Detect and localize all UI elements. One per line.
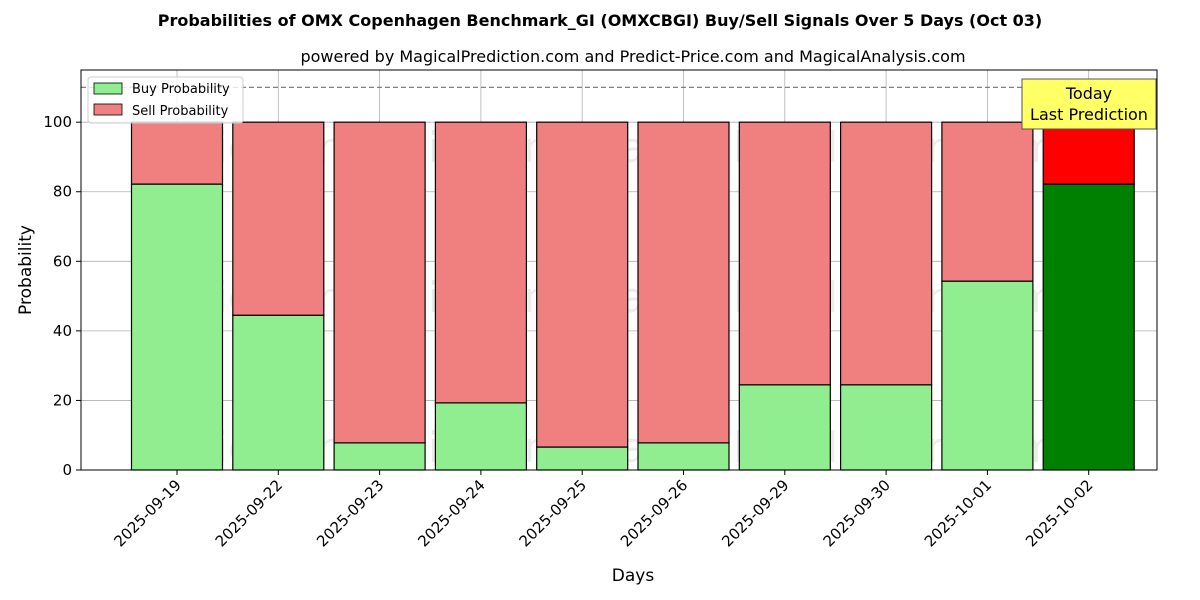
bar-buy-2025-09-29 <box>738 384 831 471</box>
bar-sell-2025-10-01 <box>941 121 1034 282</box>
bar-sell-2025-09-26 <box>637 121 730 444</box>
x-axis-ticks: 2025-09-19 2025-09-22 2025-09-23 2025-09-24… <box>110 470 1097 550</box>
legend-label-buy: Buy Probability <box>132 82 230 97</box>
bar-sell-2025-09-29 <box>738 121 831 386</box>
bar-buy-2025-09-26 <box>637 442 730 471</box>
bar-buy-2025-09-22 <box>232 314 325 471</box>
bar-sell-2025-09-24 <box>434 121 527 404</box>
legend: Buy Probability Sell Probability <box>87 76 244 124</box>
bar-buy-2025-10-02 <box>1042 183 1135 471</box>
x-tick-label: 2025-09-22 <box>212 476 286 550</box>
x-axis-label: Days <box>612 566 655 586</box>
bar-buy-2025-09-19 <box>130 183 224 471</box>
bar-buy-2025-09-24 <box>434 402 527 471</box>
y-tick-label: 40 <box>53 322 72 340</box>
x-tick-label: 2025-09-30 <box>820 476 894 550</box>
bar-buy-2025-09-30 <box>839 384 933 471</box>
legend-box <box>87 76 244 124</box>
x-tick-label: 2025-10-02 <box>1022 476 1096 550</box>
y-axis-ticks: 0 20 40 60 80 100 <box>43 113 81 479</box>
bar-sell-2025-09-30 <box>839 121 933 386</box>
bar-sell-2025-09-25 <box>536 121 629 448</box>
bar-sell-2025-10-02 <box>1042 121 1135 185</box>
y-tick-label: 0 <box>62 461 72 479</box>
x-tick-label: 2025-10-01 <box>921 476 995 550</box>
bar-buy-2025-10-01 <box>941 280 1034 471</box>
plot-frame <box>80 69 1158 471</box>
x-tick-label: 2025-09-26 <box>617 476 691 550</box>
y-tick-label: 20 <box>53 391 72 409</box>
x-tick-label: 2025-09-23 <box>313 476 387 550</box>
x-tick-label: 2025-09-24 <box>414 476 488 550</box>
x-tick-label: 2025-09-19 <box>110 476 184 550</box>
y-tick-label: 100 <box>43 113 72 131</box>
bar-sell-2025-09-22 <box>232 121 325 316</box>
legend-swatch-buy <box>93 82 123 95</box>
chart-subtitle: powered by MagicalPrediction.com and Pre… <box>300 47 965 66</box>
bar-buy-2025-09-25 <box>536 446 629 471</box>
x-tick-label: 2025-09-25 <box>516 476 590 550</box>
annotation-box <box>1021 78 1157 130</box>
bar-buy-2025-09-23 <box>333 442 426 471</box>
y-tick-label: 80 <box>53 183 72 201</box>
bars <box>130 121 1135 471</box>
annotation-line-2: Last Prediction <box>1030 105 1148 124</box>
legend-label-sell: Sell Probability <box>132 104 229 119</box>
y-axis-label: Probability <box>16 225 36 315</box>
legend-swatch-sell <box>93 103 123 116</box>
y-tick-label: 60 <box>53 252 72 270</box>
bar-sell-2025-09-19 <box>130 121 224 185</box>
today-annotation: Today Last Prediction <box>1021 78 1157 130</box>
x-tick-label: 2025-09-29 <box>718 476 792 550</box>
chart-title: Probabilities of OMX Copenhagen Benchmar… <box>158 11 1043 30</box>
annotation-line-1: Today <box>1065 84 1112 103</box>
bar-sell-2025-09-23 <box>333 121 426 444</box>
